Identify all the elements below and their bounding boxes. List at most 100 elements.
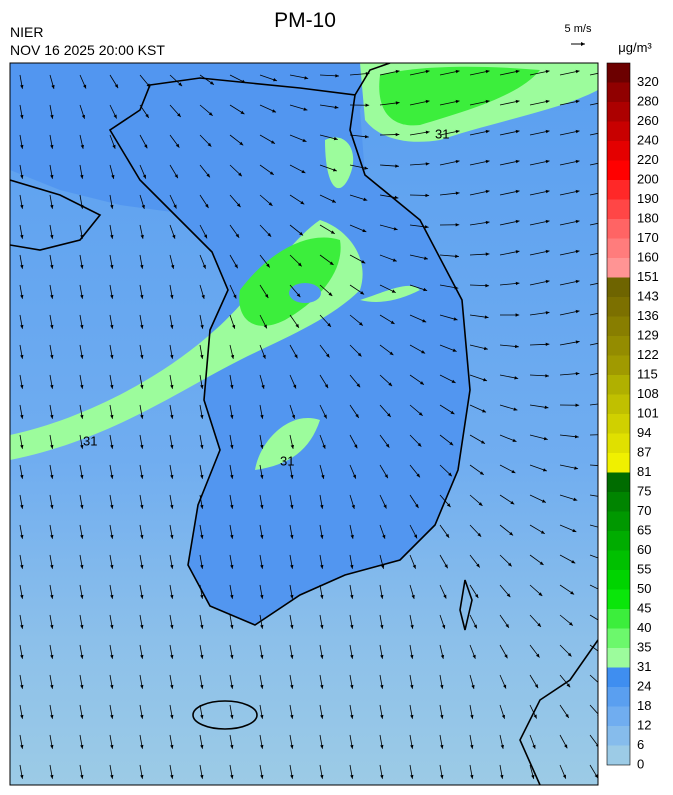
wind-arrow-head — [506, 593, 511, 598]
wind-arrow-head — [50, 144, 54, 149]
wind-arrow-head — [512, 438, 517, 442]
wind-arrow-head — [233, 294, 237, 299]
wind-arrow-head — [594, 774, 598, 779]
wind-arrow-head — [335, 74, 339, 78]
colorbar-label: 55 — [637, 561, 651, 576]
wind-arrow-head — [200, 384, 204, 389]
wind-arrow-head — [114, 84, 119, 89]
wind-arrow-head — [140, 744, 144, 749]
wind-arrow-head — [50, 534, 54, 539]
wind-arrow-head — [80, 324, 84, 329]
wind-arrow-head — [200, 654, 204, 659]
wind-arrow-head — [380, 624, 384, 629]
wind-arrow-head — [110, 474, 114, 479]
wind-arrow-head — [361, 260, 366, 264]
wind-arrow-head — [140, 654, 144, 659]
colorbar-segment — [607, 375, 630, 395]
wind-arrow-head — [417, 442, 422, 447]
wind-arrow-head — [500, 744, 505, 749]
wind-arrow-head — [140, 774, 144, 779]
map: 31 31 31 — [10, 63, 606, 785]
wind-arrow-head — [140, 564, 144, 569]
wind-arrow-head — [545, 342, 550, 347]
wind-arrow-head — [595, 744, 598, 747]
wind-arrow-head — [20, 564, 24, 569]
wind-arrow-head — [20, 384, 24, 389]
wind-arrow-head — [601, 621, 605, 624]
wind-arrow-head — [111, 174, 115, 179]
wind-arrow — [589, 132, 598, 136]
colorbar-label: 0 — [637, 756, 644, 771]
wind-arrow-head — [170, 414, 174, 419]
colorbar-label: 6 — [637, 737, 644, 752]
wind-arrow-head — [455, 254, 459, 258]
wind-arrow-head — [515, 189, 520, 194]
wind-arrow-head — [110, 444, 114, 449]
colorbar-label: 18 — [637, 698, 651, 713]
wind-arrow-head — [602, 590, 606, 593]
wind-arrow-head — [290, 504, 294, 509]
wind-arrow-head — [350, 624, 354, 629]
wind-arrow-head — [485, 220, 490, 225]
wind-arrow — [589, 72, 598, 76]
wind-arrow-head — [20, 684, 24, 689]
wind-arrow-head — [50, 354, 54, 359]
wind-arrow-head — [110, 744, 114, 749]
wind-arrow-head — [350, 774, 354, 779]
wind-arrow-head — [260, 654, 264, 659]
wind-arrow-head — [332, 168, 337, 172]
wind-scale-arrow-head — [581, 42, 585, 46]
wind-arrow-head — [425, 69, 430, 74]
blue-hole — [289, 283, 321, 303]
wind-arrow-head — [206, 173, 210, 178]
wind-arrow-head — [410, 654, 414, 659]
wind-arrow-head — [50, 714, 54, 719]
wind-arrow-head — [262, 354, 266, 359]
wind-arrow-head — [260, 414, 264, 419]
wind-arrow-head — [260, 774, 264, 779]
wind-arrow-head — [302, 138, 307, 142]
colorbar-label: 31 — [637, 659, 651, 674]
colorbar-segment — [607, 492, 630, 512]
colorbar-label: 136 — [637, 308, 659, 323]
wind-arrow-head — [110, 504, 114, 509]
colorbar-segment — [607, 628, 630, 648]
wind-arrow-head — [567, 652, 572, 657]
wind-arrow-head — [200, 744, 204, 749]
wind-arrow-head — [50, 264, 54, 269]
wind-arrow-head — [80, 684, 84, 689]
wind-arrow-head — [290, 714, 294, 719]
wind-arrow-head — [268, 202, 273, 206]
wind-arrow-head — [50, 474, 54, 479]
wind-arrow-head — [545, 129, 550, 134]
wind-arrow-head — [170, 444, 174, 449]
wind-arrow-head — [320, 564, 324, 569]
colorbar-segment — [607, 141, 630, 161]
wind-arrow-head — [357, 352, 362, 357]
wind-arrow-head — [239, 141, 244, 146]
wind-arrow-head — [364, 134, 369, 139]
wind-arrow-head — [365, 71, 370, 76]
wind-arrow-head — [20, 474, 24, 479]
wind-arrow-head — [20, 654, 24, 659]
wind-arrow-head — [82, 84, 87, 89]
wind-arrow-head — [290, 564, 294, 569]
wind-arrow-head — [565, 713, 569, 718]
wind-arrow-head — [387, 413, 391, 417]
wind-arrow-head — [241, 79, 246, 83]
wind-arrow-head — [205, 204, 209, 208]
colorbar-label: 122 — [637, 347, 659, 362]
colorbar-segment — [607, 511, 630, 531]
wind-arrow-head — [230, 384, 234, 389]
wind-arrow-head — [50, 174, 54, 179]
colorbar-label: 65 — [637, 522, 651, 537]
colorbar-label: 40 — [637, 620, 651, 635]
wind-arrow-head — [533, 714, 537, 719]
wind-arrow-head — [234, 264, 238, 269]
colorbar-label: 190 — [637, 191, 659, 206]
wind-arrow-head — [385, 443, 390, 448]
wind-arrow-head — [80, 234, 84, 239]
wind-arrow-head — [50, 654, 54, 659]
wind-arrow-head — [170, 384, 174, 389]
wind-arrow-head — [20, 174, 24, 179]
